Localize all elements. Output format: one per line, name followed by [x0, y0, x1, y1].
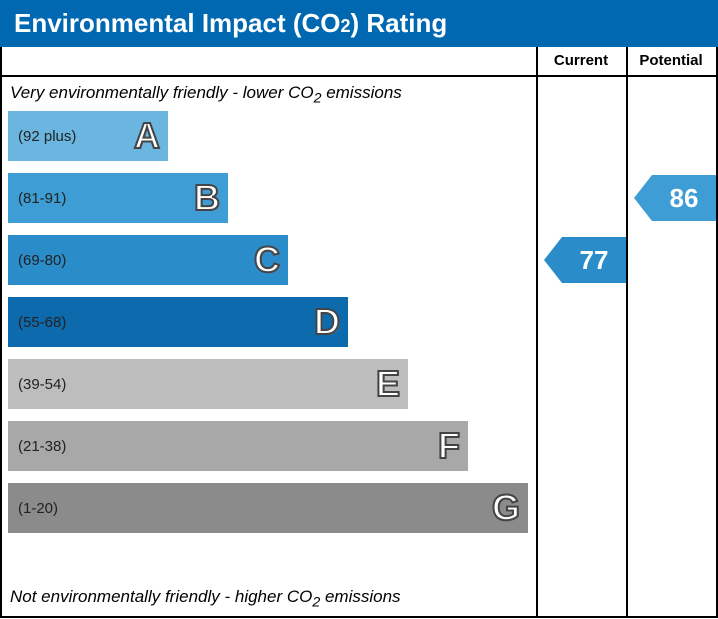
- rating-band-a: (92 plus) A: [8, 111, 168, 161]
- band-range: (55-68): [8, 314, 66, 331]
- rating-band-b: (81-91) B: [8, 173, 228, 223]
- rating-band-d: (55-68) D: [8, 297, 348, 347]
- column-divider: [626, 47, 628, 616]
- band-range: (81-91): [8, 190, 66, 207]
- band-letter: A: [134, 115, 160, 157]
- band-letter: G: [492, 487, 520, 529]
- caption-bottom: Not environmentally friendly - higher CO…: [10, 587, 401, 610]
- band-letter: B: [194, 177, 220, 219]
- current-value: 77: [562, 237, 626, 283]
- rating-band-c: (69-80) C: [8, 235, 288, 285]
- rating-band-f: (21-38) F: [8, 421, 468, 471]
- caption-top: Very environmentally friendly - lower CO…: [10, 83, 402, 106]
- header-potential: Potential: [626, 47, 716, 75]
- rating-band-e: (39-54) E: [8, 359, 408, 409]
- band-letter: D: [314, 301, 340, 343]
- band-letter: F: [438, 425, 460, 467]
- band-letter: E: [376, 363, 400, 405]
- rating-band-g: (1-20) G: [8, 483, 528, 533]
- band-range: (21-38): [8, 438, 66, 455]
- potential-value: 86: [652, 175, 716, 221]
- chart-body: Current Potential Very environmentally f…: [0, 47, 718, 618]
- header-current: Current: [536, 47, 626, 75]
- title-sub: 2: [341, 16, 351, 36]
- current-pointer: 77: [562, 237, 626, 283]
- title-prefix: Environmental Impact (CO: [14, 8, 341, 38]
- band-range: (1-20): [8, 500, 58, 517]
- potential-pointer: 86: [652, 175, 716, 221]
- chart-area: Very environmentally friendly - lower CO…: [2, 77, 536, 616]
- band-range: (39-54): [8, 376, 66, 393]
- title-suffix: ) Rating: [351, 8, 448, 38]
- band-range: (69-80): [8, 252, 66, 269]
- column-divider: [536, 47, 538, 616]
- band-letter: C: [254, 239, 280, 281]
- header-row: Current Potential: [2, 47, 716, 77]
- chart-title: Environmental Impact (CO2) Rating: [0, 0, 718, 47]
- band-range: (92 plus): [8, 128, 76, 145]
